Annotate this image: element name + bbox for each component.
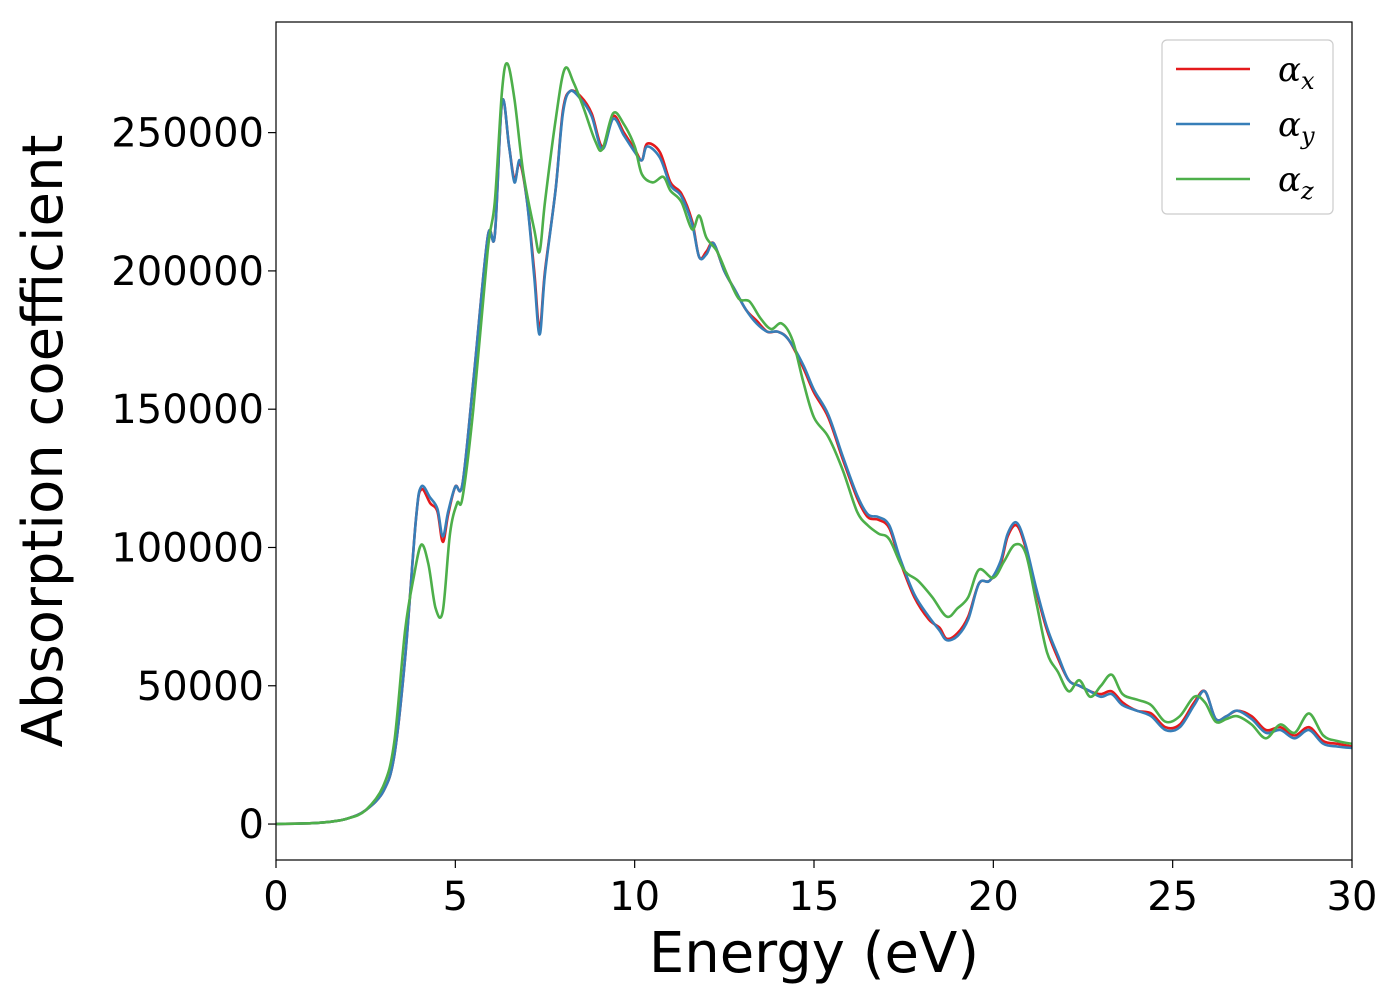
series-layer	[276, 62, 1352, 826]
x-tick-label: 15	[789, 874, 840, 920]
x-tick-label: 0	[263, 874, 288, 920]
legend-label-main: α	[1278, 160, 1301, 200]
x-axis-ticks: 0 5 10 15 20 25 30	[263, 860, 1377, 920]
legend-label-subscript: y	[1300, 122, 1315, 150]
y-axis-ticks: 0 50000 100000 150000 200000 250000	[111, 111, 276, 848]
legend-label-main: α	[1278, 105, 1301, 145]
y-tick-label: 50000	[137, 664, 264, 710]
legend-box	[1161, 39, 1334, 215]
legend-label-subscript: x	[1301, 67, 1315, 95]
series-line-z	[276, 62, 1352, 826]
legend-label-main: α	[1278, 50, 1301, 90]
y-tick-label: 0	[239, 802, 264, 848]
series-line-y	[276, 89, 1352, 826]
x-tick-label: 20	[968, 874, 1019, 920]
x-tick-label: 30	[1327, 874, 1378, 920]
legend-label-z: αz	[1278, 160, 1314, 205]
x-tick-label: 10	[609, 874, 660, 920]
legend-label-subscript: z	[1300, 177, 1314, 205]
y-tick-label: 250000	[111, 111, 264, 157]
y-axis-label: Absorption coefficient	[11, 135, 76, 748]
x-tick-label: 25	[1147, 874, 1198, 920]
y-tick-label: 150000	[111, 387, 264, 433]
legend-label-y: αy	[1278, 105, 1315, 150]
y-tick-label: 100000	[111, 525, 264, 571]
x-tick-label: 5	[443, 874, 468, 920]
y-tick-label: 200000	[111, 249, 264, 295]
legend-label-x: αx	[1278, 50, 1315, 95]
x-axis-label: Energy (eV)	[649, 921, 979, 986]
